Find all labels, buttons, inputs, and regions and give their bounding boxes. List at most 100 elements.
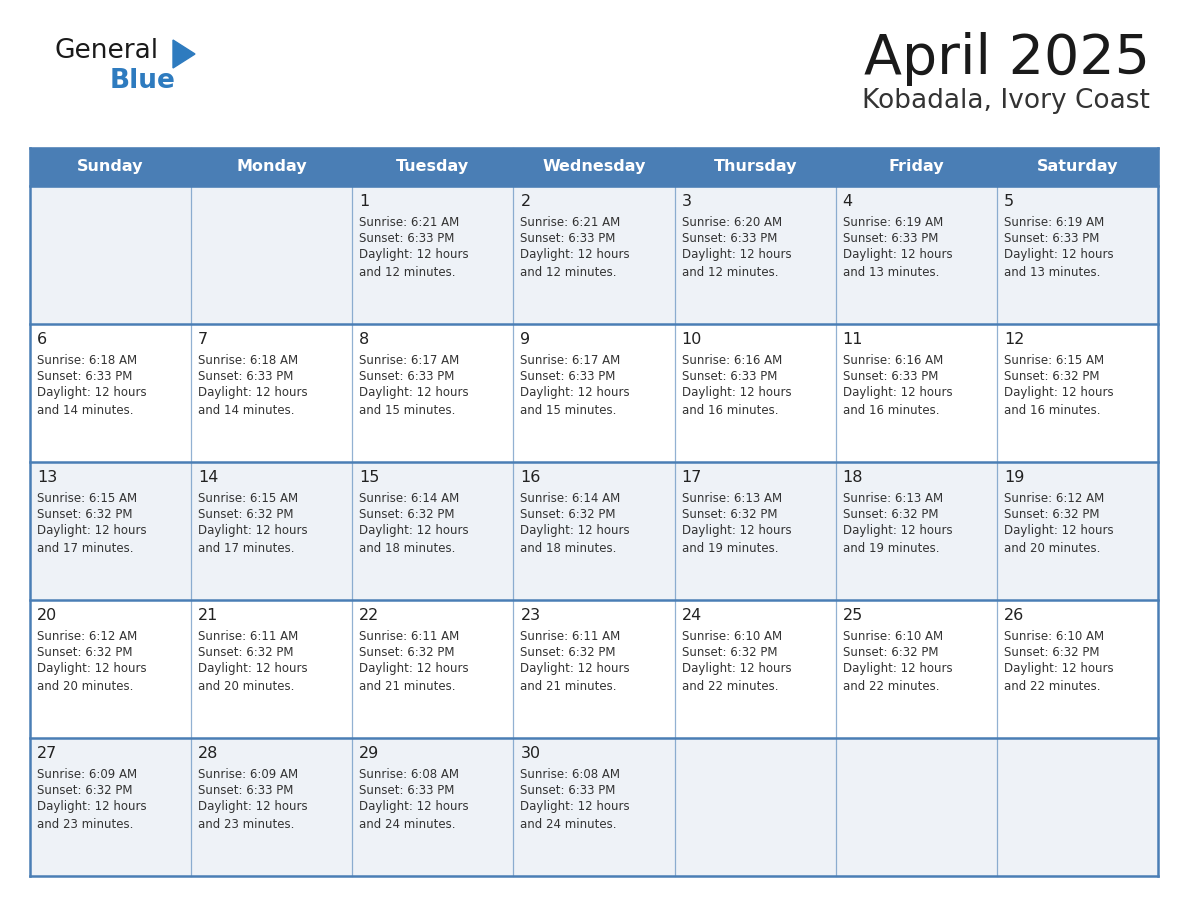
Text: Tuesday: Tuesday [397,160,469,174]
Text: Daylight: 12 hours
and 19 minutes.: Daylight: 12 hours and 19 minutes. [682,524,791,555]
Text: Daylight: 12 hours
and 17 minutes.: Daylight: 12 hours and 17 minutes. [37,524,146,555]
Text: Sunrise: 6:18 AM: Sunrise: 6:18 AM [198,354,298,367]
Text: Daylight: 12 hours
and 19 minutes.: Daylight: 12 hours and 19 minutes. [842,524,953,555]
Text: 17: 17 [682,470,702,485]
Text: 23: 23 [520,608,541,623]
Text: Sunrise: 6:16 AM: Sunrise: 6:16 AM [682,354,782,367]
Text: Daylight: 12 hours
and 14 minutes.: Daylight: 12 hours and 14 minutes. [198,386,308,417]
Text: Daylight: 12 hours
and 22 minutes.: Daylight: 12 hours and 22 minutes. [842,662,953,693]
Text: 7: 7 [198,332,208,347]
Text: 9: 9 [520,332,531,347]
Text: Daylight: 12 hours
and 16 minutes.: Daylight: 12 hours and 16 minutes. [682,386,791,417]
Text: Sunrise: 6:15 AM: Sunrise: 6:15 AM [37,492,137,505]
Text: Sunset: 6:33 PM: Sunset: 6:33 PM [520,370,615,383]
Text: Sunset: 6:32 PM: Sunset: 6:32 PM [682,646,777,659]
Text: Sunset: 6:32 PM: Sunset: 6:32 PM [520,508,615,521]
Text: Sunrise: 6:19 AM: Sunrise: 6:19 AM [842,216,943,229]
Text: General: General [55,38,159,64]
Text: Daylight: 12 hours
and 20 minutes.: Daylight: 12 hours and 20 minutes. [198,662,308,693]
Text: Sunrise: 6:14 AM: Sunrise: 6:14 AM [359,492,460,505]
Text: 28: 28 [198,746,219,761]
Text: Sunset: 6:33 PM: Sunset: 6:33 PM [359,232,455,245]
Text: Sunset: 6:32 PM: Sunset: 6:32 PM [359,646,455,659]
Text: Sunset: 6:32 PM: Sunset: 6:32 PM [37,508,133,521]
Text: Sunrise: 6:09 AM: Sunrise: 6:09 AM [198,768,298,781]
Text: 3: 3 [682,194,691,209]
Text: Blue: Blue [110,68,176,94]
Text: Daylight: 12 hours
and 13 minutes.: Daylight: 12 hours and 13 minutes. [1004,248,1113,279]
Polygon shape [173,40,195,68]
Text: Daylight: 12 hours
and 15 minutes.: Daylight: 12 hours and 15 minutes. [359,386,469,417]
Text: Sunrise: 6:09 AM: Sunrise: 6:09 AM [37,768,137,781]
Text: 5: 5 [1004,194,1015,209]
Text: Sunrise: 6:17 AM: Sunrise: 6:17 AM [359,354,460,367]
Text: 19: 19 [1004,470,1024,485]
Text: 11: 11 [842,332,864,347]
Text: Daylight: 12 hours
and 16 minutes.: Daylight: 12 hours and 16 minutes. [1004,386,1113,417]
Bar [30,462,1158,600]
Text: 24: 24 [682,608,702,623]
Text: Sunset: 6:33 PM: Sunset: 6:33 PM [37,370,132,383]
Text: Daylight: 12 hours
and 12 minutes.: Daylight: 12 hours and 12 minutes. [520,248,630,279]
Text: Monday: Monday [236,160,307,174]
Text: Wednesday: Wednesday [542,160,646,174]
Text: 16: 16 [520,470,541,485]
Text: 13: 13 [37,470,57,485]
Text: Sunset: 6:33 PM: Sunset: 6:33 PM [520,232,615,245]
Text: 2: 2 [520,194,531,209]
Text: Daylight: 12 hours
and 13 minutes.: Daylight: 12 hours and 13 minutes. [842,248,953,279]
Text: Sunrise: 6:19 AM: Sunrise: 6:19 AM [1004,216,1104,229]
Text: Daylight: 12 hours
and 21 minutes.: Daylight: 12 hours and 21 minutes. [359,662,469,693]
Text: Daylight: 12 hours
and 17 minutes.: Daylight: 12 hours and 17 minutes. [198,524,308,555]
Text: Sunrise: 6:16 AM: Sunrise: 6:16 AM [842,354,943,367]
Text: 25: 25 [842,608,862,623]
Text: Sunset: 6:33 PM: Sunset: 6:33 PM [682,370,777,383]
Text: 6: 6 [37,332,48,347]
Text: 15: 15 [359,470,380,485]
Text: Sunrise: 6:08 AM: Sunrise: 6:08 AM [359,768,460,781]
Text: Sunrise: 6:15 AM: Sunrise: 6:15 AM [1004,354,1104,367]
Text: Sunrise: 6:17 AM: Sunrise: 6:17 AM [520,354,620,367]
Text: Sunrise: 6:20 AM: Sunrise: 6:20 AM [682,216,782,229]
Text: Daylight: 12 hours
and 20 minutes.: Daylight: 12 hours and 20 minutes. [1004,524,1113,555]
Text: Daylight: 12 hours
and 21 minutes.: Daylight: 12 hours and 21 minutes. [520,662,630,693]
Text: Sunset: 6:32 PM: Sunset: 6:32 PM [1004,370,1099,383]
Text: Friday: Friday [889,160,944,174]
Text: 30: 30 [520,746,541,761]
Text: Daylight: 12 hours
and 18 minutes.: Daylight: 12 hours and 18 minutes. [359,524,469,555]
Bar [30,600,1158,738]
Text: Sunset: 6:32 PM: Sunset: 6:32 PM [37,784,133,797]
Text: 22: 22 [359,608,379,623]
Text: Sunset: 6:32 PM: Sunset: 6:32 PM [842,508,939,521]
Text: Daylight: 12 hours
and 18 minutes.: Daylight: 12 hours and 18 minutes. [520,524,630,555]
Text: 21: 21 [198,608,219,623]
Text: Sunset: 6:33 PM: Sunset: 6:33 PM [359,784,455,797]
Text: 26: 26 [1004,608,1024,623]
Text: 4: 4 [842,194,853,209]
Text: Kobadala, Ivory Coast: Kobadala, Ivory Coast [862,88,1150,114]
Text: Daylight: 12 hours
and 24 minutes.: Daylight: 12 hours and 24 minutes. [520,800,630,831]
Text: Sunrise: 6:10 AM: Sunrise: 6:10 AM [842,630,943,643]
Text: Sunrise: 6:11 AM: Sunrise: 6:11 AM [359,630,460,643]
Text: Sunset: 6:32 PM: Sunset: 6:32 PM [37,646,133,659]
Text: Sunset: 6:32 PM: Sunset: 6:32 PM [198,646,293,659]
Text: Sunrise: 6:13 AM: Sunrise: 6:13 AM [842,492,943,505]
Text: Saturday: Saturday [1037,160,1118,174]
Text: Sunrise: 6:15 AM: Sunrise: 6:15 AM [198,492,298,505]
Text: Daylight: 12 hours
and 24 minutes.: Daylight: 12 hours and 24 minutes. [359,800,469,831]
Text: Sunrise: 6:12 AM: Sunrise: 6:12 AM [37,630,138,643]
Text: Sunrise: 6:10 AM: Sunrise: 6:10 AM [1004,630,1104,643]
Text: Sunset: 6:33 PM: Sunset: 6:33 PM [842,370,939,383]
Bar [30,186,1158,324]
Bar [30,148,1158,186]
Text: Sunset: 6:32 PM: Sunset: 6:32 PM [842,646,939,659]
Text: Sunset: 6:32 PM: Sunset: 6:32 PM [520,646,615,659]
Text: Daylight: 12 hours
and 15 minutes.: Daylight: 12 hours and 15 minutes. [520,386,630,417]
Bar [30,738,1158,876]
Bar [30,324,1158,462]
Text: Thursday: Thursday [713,160,797,174]
Text: 14: 14 [198,470,219,485]
Text: Sunset: 6:33 PM: Sunset: 6:33 PM [682,232,777,245]
Text: 20: 20 [37,608,57,623]
Text: Sunrise: 6:11 AM: Sunrise: 6:11 AM [198,630,298,643]
